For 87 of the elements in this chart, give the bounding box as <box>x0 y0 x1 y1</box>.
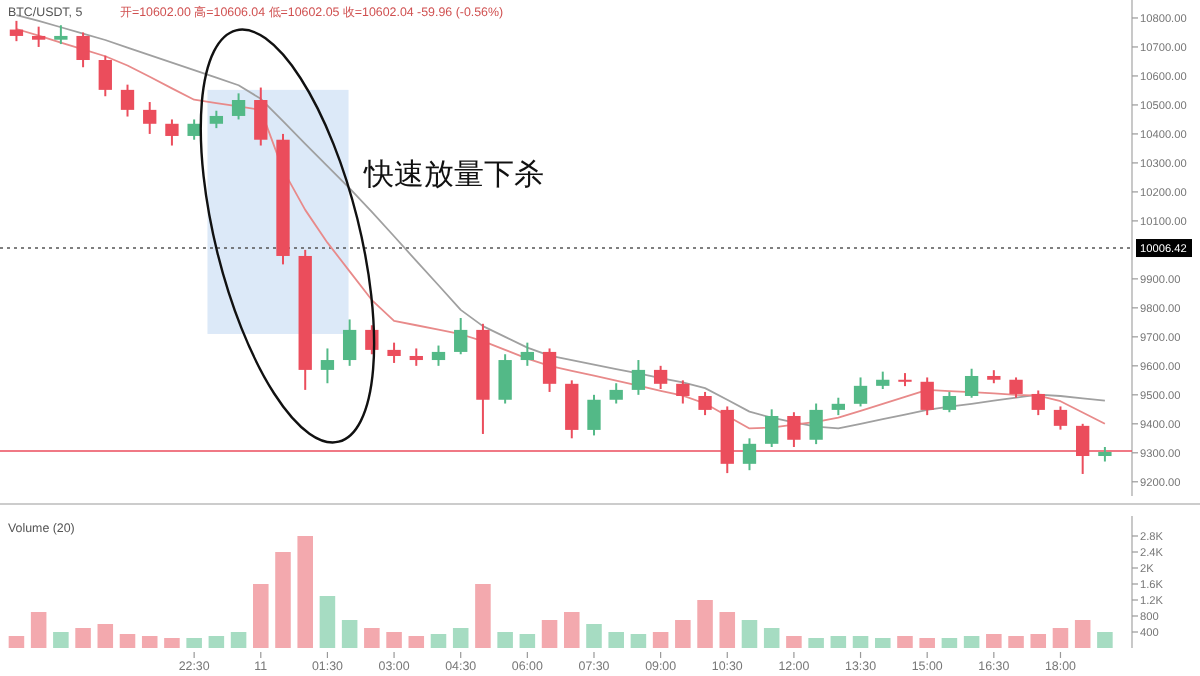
candlestick <box>520 341 535 367</box>
bar <box>586 624 602 648</box>
candlestick <box>809 402 823 446</box>
candlestick <box>98 54 112 98</box>
bar <box>186 638 202 648</box>
bar <box>430 634 447 648</box>
candlestick <box>143 101 157 135</box>
bar <box>319 596 336 648</box>
bar <box>741 620 758 648</box>
candlestick <box>698 390 712 417</box>
bar <box>564 612 580 648</box>
bar <box>652 632 669 648</box>
candlestick <box>676 379 690 405</box>
bar <box>97 624 114 648</box>
bar <box>208 636 225 648</box>
bar <box>275 552 291 648</box>
candlestick <box>609 382 623 405</box>
bar <box>786 636 802 648</box>
candlestick <box>565 379 579 440</box>
bar <box>164 638 180 648</box>
candlestick <box>320 347 335 385</box>
candlestick <box>942 390 957 414</box>
candlestick <box>631 359 646 396</box>
bar <box>253 584 269 648</box>
bar <box>75 628 91 648</box>
candlestick <box>54 24 68 46</box>
bar <box>986 634 1002 648</box>
bar <box>608 632 624 648</box>
candlestick <box>254 86 268 147</box>
bar <box>719 612 736 648</box>
bar <box>830 636 847 648</box>
bar <box>364 628 380 648</box>
candlestick <box>742 437 757 472</box>
bar <box>452 628 469 648</box>
bar <box>897 636 913 648</box>
bar <box>408 636 425 648</box>
bar <box>808 638 824 648</box>
candlestick <box>120 83 135 118</box>
bar <box>1030 634 1047 648</box>
bar <box>763 628 780 648</box>
candlestick <box>1009 376 1023 399</box>
candlestick <box>1031 389 1045 417</box>
bar <box>852 636 869 648</box>
bar <box>119 634 136 648</box>
candlestick <box>165 118 179 147</box>
candlestick <box>31 25 46 48</box>
candlestick <box>765 408 779 449</box>
candlestick <box>431 344 446 367</box>
bar <box>630 634 647 648</box>
candlestick <box>387 341 401 364</box>
bar <box>386 632 402 648</box>
bar <box>497 632 513 648</box>
bar <box>874 638 891 648</box>
bar <box>341 620 358 648</box>
candlestick <box>76 31 90 69</box>
bar <box>230 632 247 648</box>
candlestick <box>342 318 357 367</box>
candlestick <box>9 19 24 43</box>
bar <box>941 638 958 648</box>
bar <box>519 634 536 648</box>
bar <box>1097 632 1113 648</box>
annotation: 快速放量下杀 <box>362 158 544 192</box>
candlestick <box>920 376 934 417</box>
candlestick <box>187 118 201 141</box>
bar <box>53 632 69 648</box>
candlestick <box>542 347 557 393</box>
candlestick <box>498 353 512 405</box>
bar <box>8 636 25 648</box>
bar <box>297 536 313 648</box>
candlestick <box>454 317 468 356</box>
bar <box>475 584 491 648</box>
candlestick <box>1053 405 1068 431</box>
bar <box>697 600 713 648</box>
bar <box>1074 620 1091 648</box>
candlestick <box>853 376 868 408</box>
candlestick <box>231 92 246 121</box>
bar <box>675 620 691 648</box>
bar <box>1008 636 1024 648</box>
bar <box>30 612 47 648</box>
bar <box>541 620 558 648</box>
bar <box>919 638 935 648</box>
bar <box>141 636 158 648</box>
candlestick <box>653 364 668 391</box>
candlestick <box>964 367 979 399</box>
bar <box>1052 628 1069 648</box>
bar <box>963 636 980 648</box>
candlestick <box>587 393 601 437</box>
